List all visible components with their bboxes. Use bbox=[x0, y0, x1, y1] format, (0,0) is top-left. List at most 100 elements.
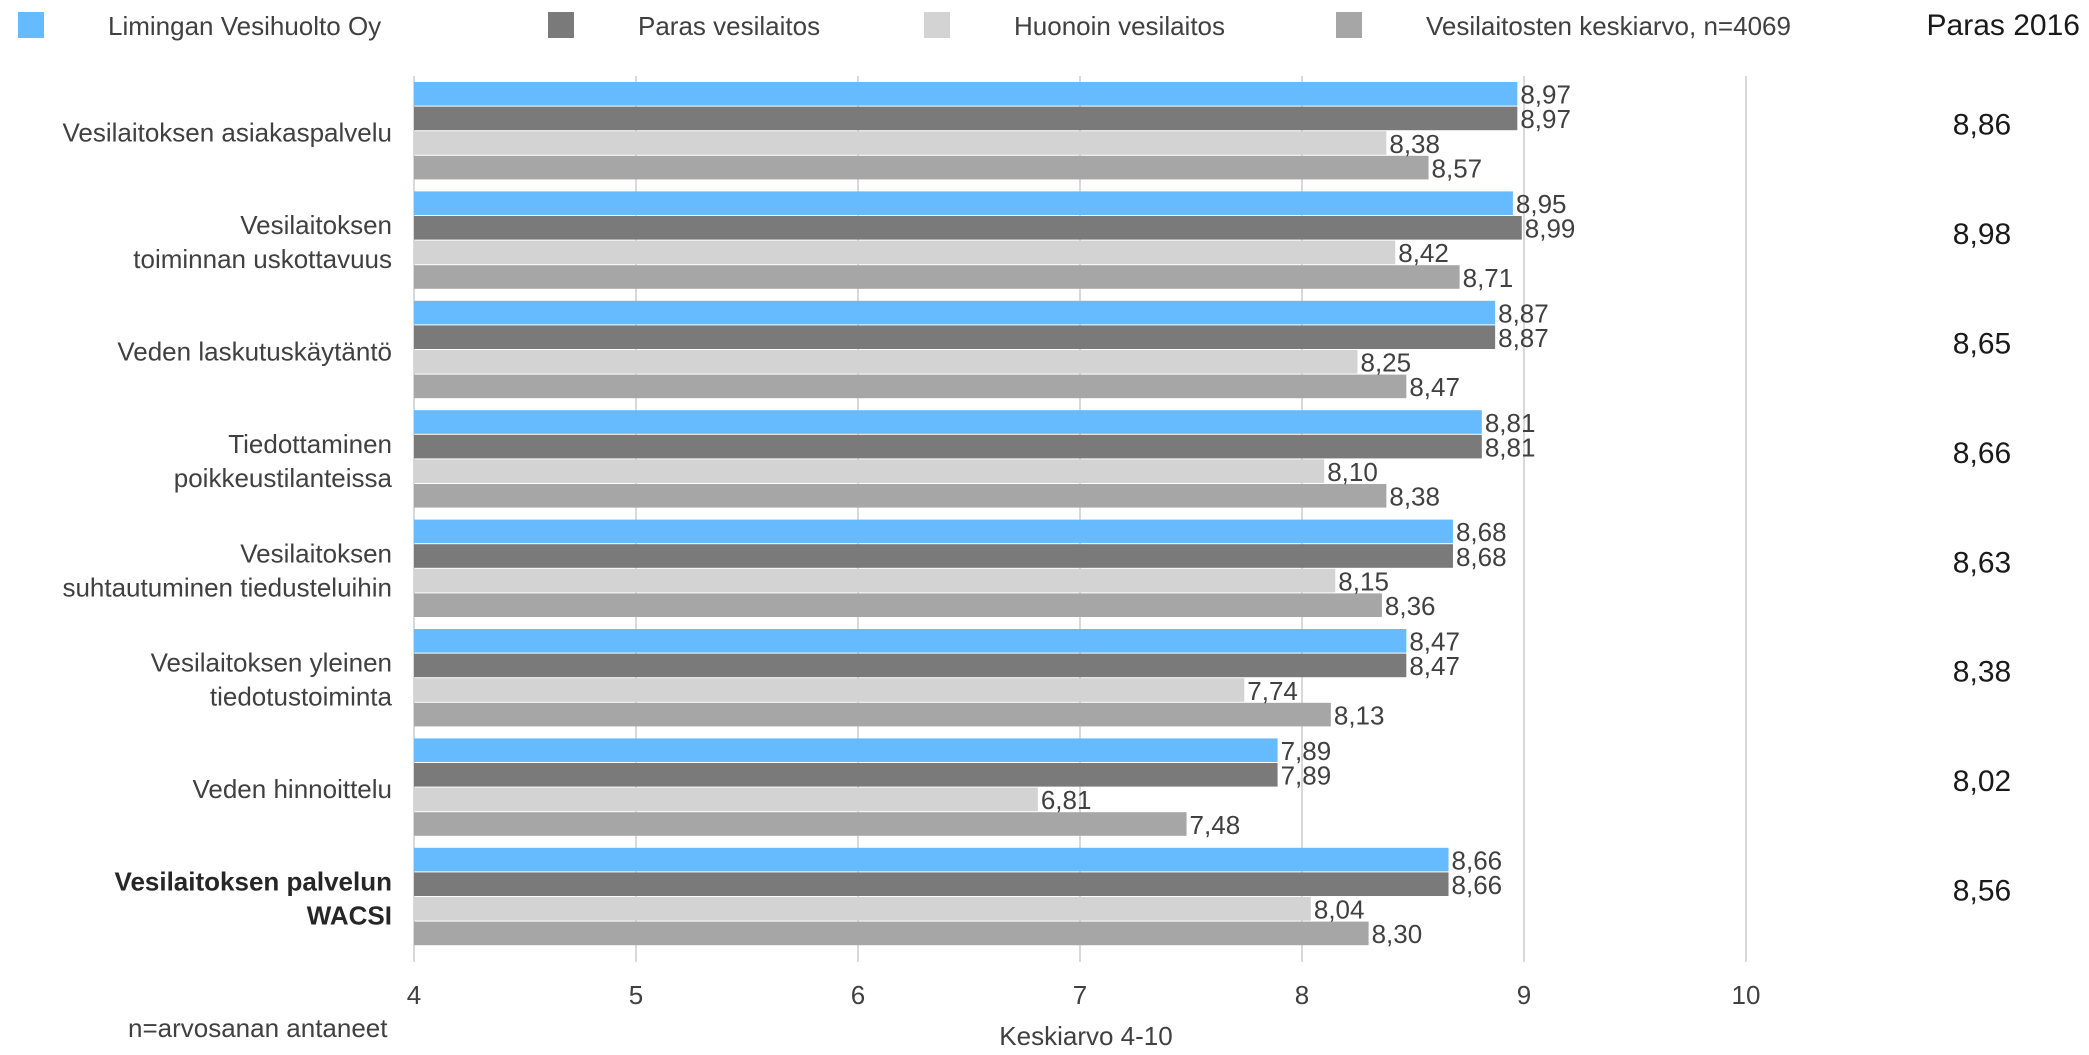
side-column-value: 8,63 bbox=[1953, 546, 2011, 579]
bar bbox=[414, 544, 1453, 568]
bar bbox=[414, 82, 1518, 106]
side-column-value: 8,56 bbox=[1953, 875, 2011, 908]
bar bbox=[414, 653, 1407, 678]
category-label: Vesilaitoksen palvelun bbox=[115, 867, 392, 897]
data-label: 8,68 bbox=[1456, 542, 1507, 572]
category-label: toiminnan uskottavuus bbox=[133, 244, 392, 274]
bar bbox=[414, 847, 1449, 872]
data-label: 8,66 bbox=[1452, 845, 1503, 875]
category-label: WACSI bbox=[307, 901, 392, 931]
x-axis-label: Keskiarvo 4-10 bbox=[999, 1021, 1172, 1051]
x-tick-label: 7 bbox=[1073, 980, 1087, 1010]
category-label: Tiedottaminen bbox=[228, 429, 392, 459]
data-label: 8,57 bbox=[1432, 153, 1483, 183]
data-label: 8,97 bbox=[1520, 80, 1571, 110]
bar bbox=[414, 484, 1387, 508]
data-label: 8,95 bbox=[1516, 189, 1567, 219]
bar bbox=[414, 265, 1460, 289]
bar bbox=[414, 131, 1387, 155]
category-label: Vesilaitoksen bbox=[240, 538, 392, 568]
data-label: 8,99 bbox=[1525, 214, 1576, 244]
side-column-value: 8,38 bbox=[1953, 656, 2011, 689]
category-label: Vesilaitoksen asiakaspalvelu bbox=[62, 118, 392, 148]
bar bbox=[414, 434, 1482, 459]
bar bbox=[414, 106, 1518, 131]
data-labels: 8,978,978,388,578,958,998,428,718,878,87… bbox=[1041, 80, 1576, 950]
bar bbox=[414, 459, 1325, 483]
data-label: 7,74 bbox=[1247, 676, 1298, 706]
bar bbox=[414, 593, 1382, 617]
bar bbox=[414, 763, 1278, 787]
legend: Limingan Vesihuolto Oy Paras vesilaitos Hu… bbox=[18, 11, 1791, 41]
data-label: 8,47 bbox=[1409, 627, 1460, 657]
legend-swatch bbox=[924, 12, 950, 38]
x-tick-label: 6 bbox=[851, 980, 865, 1010]
bar bbox=[414, 325, 1496, 349]
side-column-value: 8,66 bbox=[1953, 437, 2011, 470]
bar bbox=[414, 812, 1187, 836]
bar bbox=[414, 629, 1407, 653]
data-label: 8,97 bbox=[1520, 104, 1571, 134]
bar bbox=[414, 787, 1038, 812]
category-labels: Vesilaitoksen asiakaspalvelu Vesilaitokse… bbox=[62, 118, 392, 931]
data-label: 8,81 bbox=[1485, 408, 1536, 438]
legend-label: Huonoin vesilaitos bbox=[1014, 11, 1225, 41]
footnote: n=arvosanan antaneet bbox=[128, 1013, 388, 1043]
category-label: Vesilaitoksen bbox=[240, 210, 392, 240]
legend-label: Paras vesilaitos bbox=[638, 11, 820, 41]
x-tick-label: 8 bbox=[1295, 980, 1309, 1010]
data-label: 8,66 bbox=[1452, 870, 1503, 900]
bar bbox=[414, 410, 1482, 434]
bar bbox=[414, 519, 1453, 544]
side-column: Paras 2016 8,86 8,98 8,65 8,66 8,63 8,38 8,02 8,… bbox=[1927, 9, 2080, 908]
bar bbox=[414, 678, 1245, 702]
category-label: poikkeustilanteissa bbox=[174, 463, 393, 493]
category-label: Veden hinnoittelu bbox=[192, 774, 392, 804]
data-label: 8,36 bbox=[1385, 591, 1436, 621]
data-label: 8,81 bbox=[1485, 432, 1536, 462]
side-column-value: 8,98 bbox=[1953, 218, 2011, 251]
side-column-value: 8,86 bbox=[1953, 109, 2011, 142]
bar bbox=[414, 216, 1522, 240]
data-label: 8,30 bbox=[1372, 919, 1423, 949]
x-tick-label: 10 bbox=[1732, 980, 1761, 1010]
category-label: tiedotustoiminta bbox=[210, 682, 393, 712]
data-label: 8,47 bbox=[1409, 372, 1460, 402]
category-label: Vesilaitoksen yleinen bbox=[151, 648, 392, 678]
bar bbox=[414, 872, 1449, 896]
data-label: 8,47 bbox=[1409, 651, 1460, 681]
side-column-value: 8,02 bbox=[1953, 765, 2011, 798]
data-label: 8,38 bbox=[1389, 482, 1440, 512]
x-tick-label: 9 bbox=[1517, 980, 1531, 1010]
side-column-title: Paras 2016 bbox=[1927, 9, 2080, 42]
data-label: 8,87 bbox=[1498, 298, 1549, 328]
bar bbox=[414, 568, 1336, 593]
category-label: suhtautuminen tiedusteluihin bbox=[62, 572, 392, 602]
bar bbox=[414, 897, 1311, 921]
data-label: 8,04 bbox=[1314, 895, 1365, 925]
data-label: 8,71 bbox=[1463, 263, 1514, 293]
data-label: 8,25 bbox=[1361, 348, 1412, 378]
bar bbox=[414, 738, 1278, 762]
data-label: 8,38 bbox=[1389, 129, 1440, 159]
data-label: 8,42 bbox=[1398, 238, 1449, 268]
legend-swatch bbox=[18, 12, 44, 38]
data-label: 7,89 bbox=[1281, 736, 1332, 766]
data-label: 6,81 bbox=[1041, 785, 1092, 815]
bar bbox=[414, 240, 1396, 265]
legend-swatch bbox=[548, 12, 574, 38]
data-label: 7,89 bbox=[1281, 761, 1332, 791]
category-label: Veden laskutuskäytäntö bbox=[117, 337, 392, 367]
data-label: 8,13 bbox=[1334, 700, 1385, 730]
bars bbox=[414, 82, 1522, 946]
x-tick-labels: 4 5 6 7 8 9 10 bbox=[407, 980, 1761, 1010]
data-label: 8,10 bbox=[1327, 457, 1378, 487]
bar bbox=[414, 300, 1496, 325]
bar bbox=[414, 374, 1407, 399]
legend-swatch bbox=[1336, 12, 1362, 38]
bar bbox=[414, 921, 1369, 946]
data-label: 7,48 bbox=[1190, 810, 1241, 840]
data-label: 8,68 bbox=[1456, 517, 1507, 547]
bar bbox=[414, 350, 1358, 374]
